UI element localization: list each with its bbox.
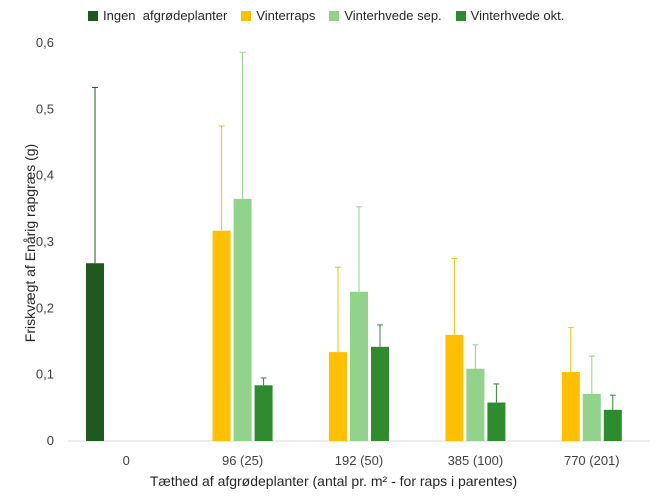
bar [582,393,601,441]
y-tick-label: 0,4 [36,168,54,183]
bar [445,334,464,441]
bar [212,230,231,441]
y-tick-label: 0,5 [36,101,54,116]
x-tick-label: 192 (50) [335,453,383,468]
x-tick-label: 96 (25) [222,453,263,468]
y-tick-label: 0,3 [36,234,54,249]
y-axis-title: Friskvægt af Enårig rapgræs (g) [22,143,38,343]
bar [254,385,273,441]
x-tick-label: 770 (201) [564,453,620,468]
legend-label: Vinterhvede okt. [470,8,565,23]
bar [561,372,580,441]
legend: Ingen afgrødeplanter Vinterraps Vinterhv… [88,8,564,23]
legend-label: Vinterhvede sep. [344,8,442,23]
y-tick-label: 0 [47,433,54,448]
legend-swatch [455,10,466,21]
bar [371,346,389,441]
bar [350,291,368,441]
bar [466,368,485,441]
legend-swatch [329,10,340,21]
x-tick-label: 0 [123,453,130,468]
bar [603,409,622,441]
legend-item-vinterraps: Vinterraps [241,8,315,23]
bar [233,198,252,441]
legend-swatch [88,10,98,21]
legend-item-vinterhvede-sep: Vinterhvede sep. [329,8,442,23]
legend-swatch [241,10,252,21]
legend-item-vinterhvede-okt: Vinterhvede okt. [455,8,565,23]
legend-label: Ingen afgrødeplanter [103,8,228,23]
y-tick-label: 0,1 [36,367,54,382]
x-axis-title: Tæthed af afgrødeplanter (antal pr. m² -… [149,473,518,489]
bar [487,402,506,441]
y-tick-label: 0,6 [36,35,54,50]
bar [86,263,104,441]
legend-label: Vinterraps [256,8,316,23]
bar [329,352,347,441]
y-tick-label: 0,2 [36,300,54,315]
legend-item-ingen: Ingen afgrødeplanter [88,8,227,23]
x-tick-label: 385 (100) [448,453,504,468]
